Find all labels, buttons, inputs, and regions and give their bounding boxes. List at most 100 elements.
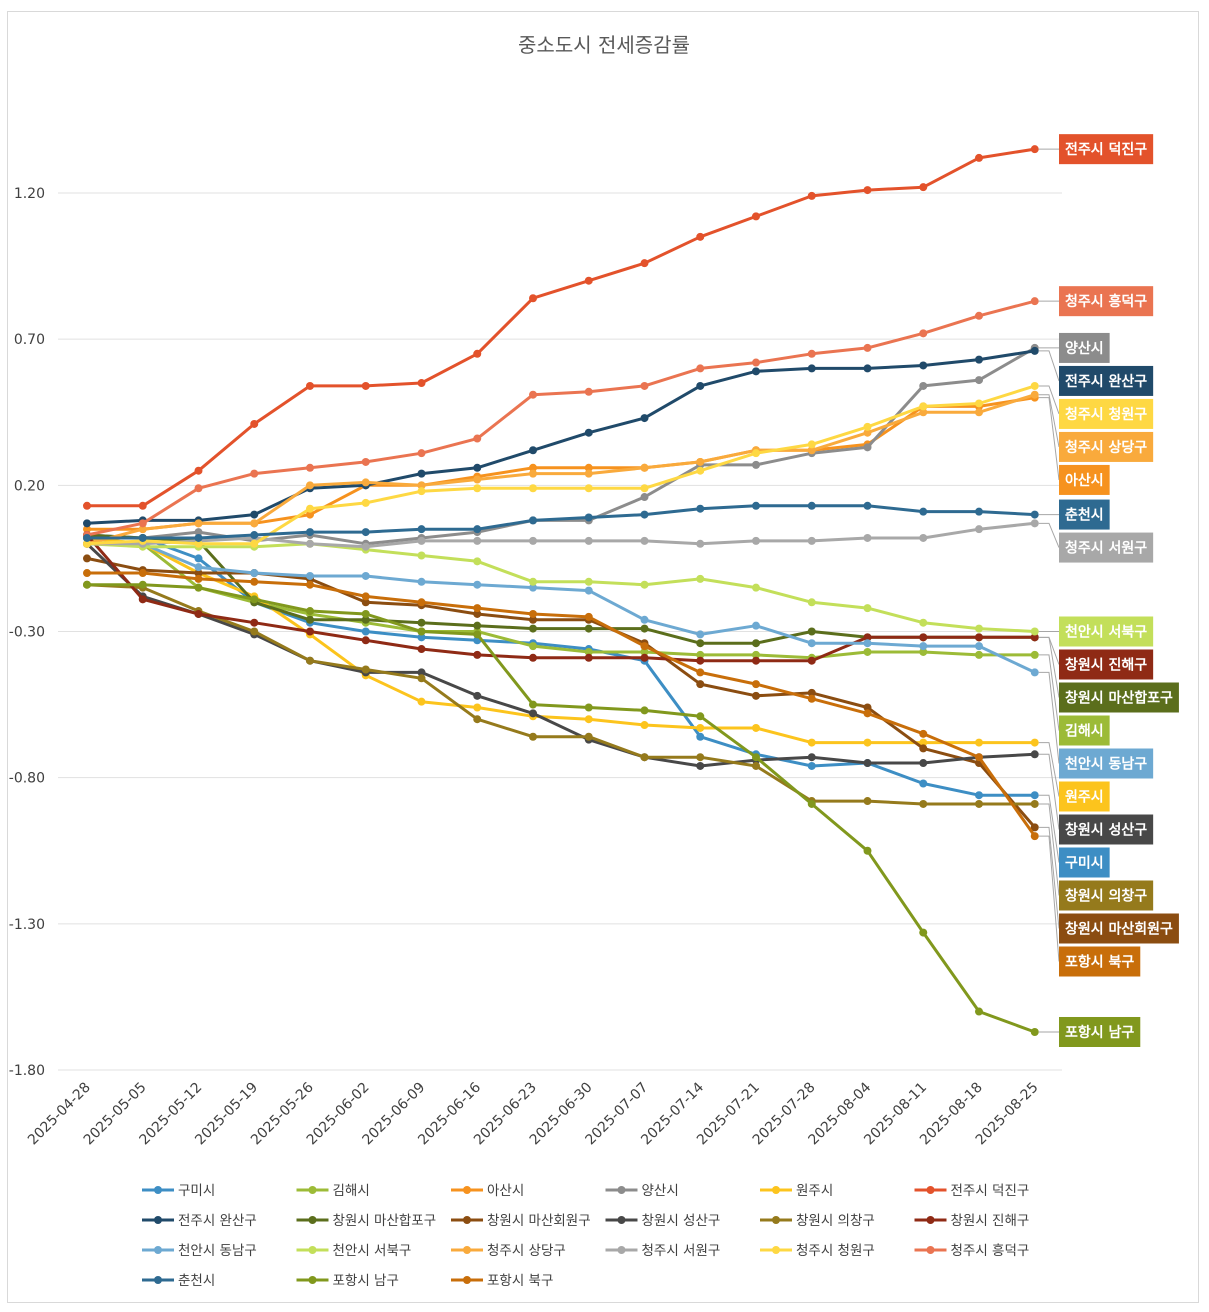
data-point [975,799,983,808]
end-label-box [1059,748,1154,779]
end-label: 창원시 진해구 [1038,636,1154,680]
data-point [807,501,816,510]
data-point [752,639,760,648]
data-point [919,642,928,651]
data-point [752,358,760,367]
leader-line [1038,397,1060,480]
data-point [584,703,593,712]
end-label-text: 천안시 서북구 [1065,624,1147,641]
data-point [529,609,537,618]
data-point [919,533,928,542]
legend-item-전주시-완산구: 전주시 완산구 [142,1213,257,1229]
data-point [807,536,816,545]
legend-label: 청주시 서원구 [642,1243,721,1259]
data-point [640,484,649,493]
data-point [1030,519,1039,528]
data-point [752,680,760,689]
end-label: 김해시 [1038,654,1110,746]
series-포항시-북구 [83,569,1039,841]
gridlines [58,192,1062,1071]
data-point [863,343,872,352]
data-point [807,627,816,636]
data-point [306,627,314,636]
end-label-text: 창원시 성산구 [1065,822,1147,839]
data-point [752,656,760,665]
data-point [975,376,983,385]
data-point [138,525,147,534]
leader-line [1038,522,1060,548]
data-point [473,525,482,534]
series-포항시-남구 [83,580,1039,1036]
data-point [1030,510,1039,519]
end-label: 청주시 상당구 [1038,394,1154,462]
series-line [85,571,1037,838]
data-point [752,723,760,732]
legend-label: 원주시 [796,1183,833,1199]
legend-label: 전주시 완산구 [178,1213,257,1229]
end-label-text: 양산시 [1065,340,1104,357]
data-point [919,402,928,411]
end-label-box [1059,814,1154,845]
legend-item-청주시-청원구: 청주시 청원구 [760,1243,875,1259]
y-tick-label: 0.20 [14,478,45,494]
data-point [473,475,482,484]
leader-line [1038,636,1060,665]
series-춘천시 [83,501,1039,542]
data-point [417,645,426,654]
data-point [83,533,91,542]
y-tick-label: 0.70 [14,332,45,348]
data-point [361,636,370,645]
data-point [919,799,928,808]
end-label: 청주시 청원구 [1038,385,1154,429]
data-point [306,571,314,580]
data-point [807,440,816,449]
data-point [529,484,537,493]
legend-label: 청주시 흥덕구 [951,1243,1030,1259]
data-point [361,542,370,551]
leader-line [1038,671,1060,764]
data-point [473,609,482,618]
series-line [85,536,1037,745]
y-tick-label: 1.20 [14,186,45,202]
data-point [529,700,537,709]
data-point [807,738,816,747]
data-point [473,703,482,712]
data-point [640,259,649,268]
data-point [1030,297,1039,306]
data-point [361,627,370,636]
end-label-box [1059,499,1110,530]
data-point [584,586,593,595]
end-label: 청주시 흥덕구 [1038,286,1154,317]
data-point [473,715,482,724]
legend-swatch-marker [617,1186,626,1194]
end-label-text: 청주시 서원구 [1065,541,1147,557]
data-point [473,580,482,589]
data-point [1030,346,1039,355]
legend-item-창원시-진해구: 창원시 진해구 [914,1213,1029,1229]
legend-label: 포항시 북구 [487,1273,553,1289]
y-tick-label: -0.30 [9,625,45,641]
data-point [250,569,259,578]
data-point [1030,1027,1039,1036]
data-point [473,557,482,566]
data-point [863,364,872,373]
legend-swatch-marker [926,1216,935,1224]
data-point [529,469,537,478]
data-point [752,449,760,458]
data-point [696,232,705,241]
series-line [85,536,1037,660]
legend-item-창원시-마산회원구: 창원시 마산회원구 [451,1213,591,1229]
data-point [807,694,816,703]
series-line [85,542,1037,674]
data-point [250,510,259,519]
data-point [138,580,147,589]
end-label-box [1059,464,1110,495]
data-point [640,647,649,656]
data-point [250,519,259,528]
data-point [863,443,872,452]
data-point [640,642,649,651]
legend-item-창원시-성산구: 창원시 성산구 [605,1213,720,1229]
data-point [696,466,705,475]
data-point [752,460,760,469]
data-point [83,580,91,589]
